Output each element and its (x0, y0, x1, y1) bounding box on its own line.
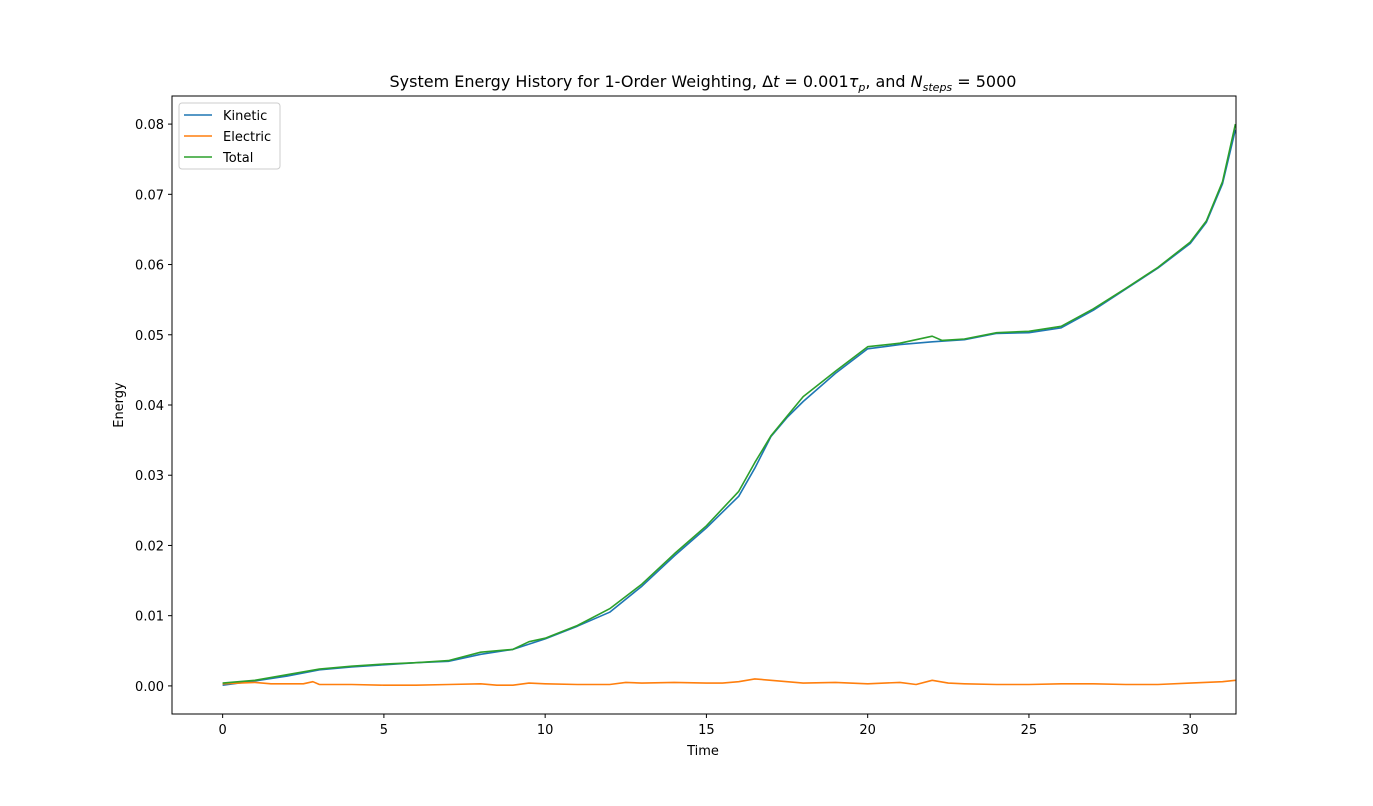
y-axis-label: Energy (112, 382, 127, 428)
y-axis-ticks: 0.00 0.01 0.02 0.03 0.04 0.05 0.06 0.07 0.08 (135, 118, 172, 695)
x-tick-label: 5 (380, 723, 388, 738)
legend-label-kinetic: Kinetic (223, 109, 267, 124)
plot-lines (222, 123, 1237, 687)
y-tick-label: 0.02 (135, 539, 164, 554)
y-tick-label: 0.00 (135, 680, 164, 695)
y-tick-label: 0.04 (135, 399, 164, 414)
x-tick-label: 10 (537, 723, 554, 738)
y-tick-label: 0.01 (135, 610, 164, 625)
series-line-kinetic (222, 129, 1237, 686)
x-axis-ticks: 0 5 10 15 20 25 30 (218, 714, 1198, 738)
y-tick-label: 0.06 (135, 259, 164, 274)
series-line-total (222, 123, 1237, 684)
x-tick-label: 15 (698, 723, 715, 738)
y-tick-label: 0.07 (135, 188, 164, 203)
legend: Kinetic Electric Total (178, 102, 281, 170)
chart-title: System Energy History for 1-Order Weight… (390, 72, 1017, 94)
legend-label-electric: Electric (223, 130, 271, 145)
y-tick-label: 0.05 (135, 329, 164, 344)
x-tick-label: 30 (1182, 723, 1199, 738)
plot-area-frame (171, 95, 1237, 715)
x-tick-label: 25 (1021, 723, 1038, 738)
y-tick-label: 0.08 (135, 118, 164, 133)
x-tick-label: 0 (218, 723, 226, 738)
legend-box (178, 102, 281, 170)
y-tick-label: 0.03 (135, 469, 164, 484)
x-tick-label: 20 (859, 723, 876, 738)
series-line-electric (222, 678, 1236, 687)
legend-label-total: Total (222, 151, 253, 166)
x-axis-label: Time (686, 744, 719, 759)
